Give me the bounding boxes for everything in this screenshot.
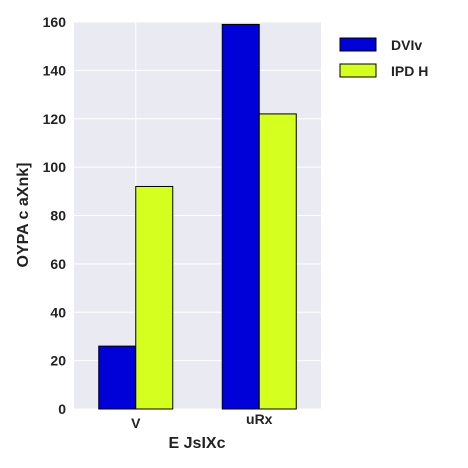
y-axis-title: OYPA c aXnk] — [15, 163, 32, 268]
bars — [98, 23, 297, 410]
y-tick-label: 40 — [50, 304, 66, 320]
y-tick-label: 120 — [43, 111, 67, 127]
y-tick-label: 20 — [50, 353, 66, 369]
legend: DVIv IPD H — [339, 37, 428, 79]
bar-ipd-h-0 — [135, 185, 174, 410]
legend-label: DVIv — [391, 37, 422, 53]
bar-ipd-h-1 — [258, 113, 297, 410]
x-tick-label: uRx — [246, 411, 273, 427]
y-axis-ticks: 0 20 40 60 80 100 120 140 160 — [43, 14, 67, 417]
legend-swatch — [339, 63, 377, 78]
legend-swatch — [339, 37, 377, 52]
y-tick-label: 100 — [43, 159, 67, 175]
x-tick-label: V — [131, 415, 141, 431]
y-tick-label: 60 — [50, 256, 66, 272]
legend-label: IPD H — [391, 63, 428, 79]
y-tick-label: 140 — [43, 62, 67, 78]
y-tick-label: 0 — [58, 401, 66, 417]
x-axis-title: E JsIXc — [169, 435, 226, 452]
y-tick-label: 80 — [50, 208, 66, 224]
y-tick-label: 160 — [43, 14, 67, 30]
bar-dviv-0 — [98, 345, 137, 410]
bar-dviv-1 — [221, 23, 260, 410]
